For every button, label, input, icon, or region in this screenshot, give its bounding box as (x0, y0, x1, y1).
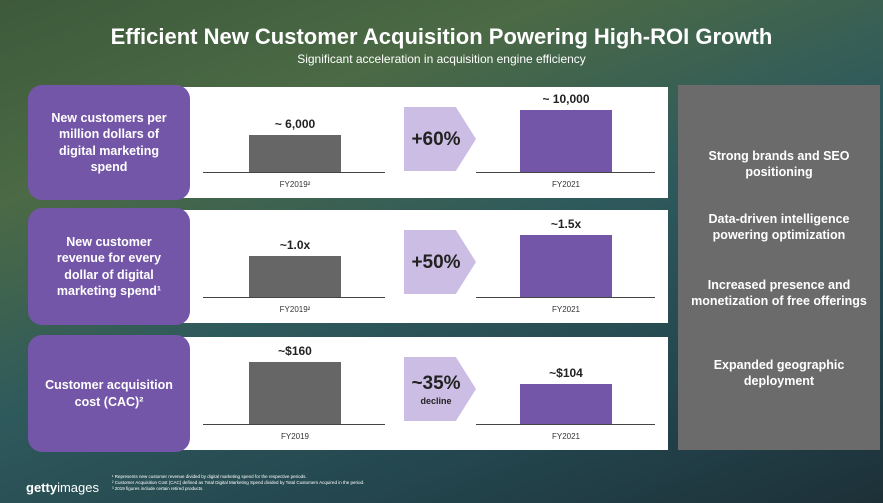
bar (249, 135, 341, 172)
slide: Efficient New Customer Acquisition Power… (0, 0, 883, 503)
slide-title: Efficient New Customer Acquisition Power… (0, 24, 883, 50)
value-label: ~1.0x (235, 238, 355, 252)
bar (249, 362, 341, 424)
change-label: +50% (400, 252, 472, 274)
drivers-panel (678, 85, 880, 450)
bar (520, 235, 612, 297)
baseline (203, 172, 385, 173)
slide-subtitle: Significant acceleration in acquisition … (0, 52, 883, 66)
bar (520, 110, 612, 172)
value-label: ~ 10,000 (506, 92, 626, 106)
bar (520, 384, 612, 424)
chart-title: New customers per million dollars of dig… (28, 85, 190, 200)
value-label: ~1.5x (506, 217, 626, 231)
chart-title: Customer acquisition cost (CAC)² (28, 335, 190, 452)
change-note: decline (400, 396, 472, 406)
baseline (476, 297, 655, 298)
value-label: ~ 6,000 (235, 117, 355, 131)
category-label: FY2021 (506, 180, 626, 189)
footnote: ³ 2019 figures include certain retired p… (112, 486, 364, 492)
category-label: FY2019² (235, 180, 355, 189)
driver-text: Strong brands and SEO positioning (690, 148, 868, 181)
logo-bold: getty (26, 480, 57, 495)
driver-text: Increased presence and monetization of f… (690, 277, 868, 310)
category-label: FY2019 (235, 432, 355, 441)
driver-text: Expanded geographic deployment (690, 357, 868, 390)
category-label: FY2021 (506, 432, 626, 441)
bar (249, 256, 341, 297)
change-label: +60% (400, 129, 472, 151)
baseline (203, 424, 385, 425)
chart-title: New customer revenue for every dollar of… (28, 208, 190, 325)
baseline (203, 297, 385, 298)
category-label: FY2019² (235, 305, 355, 314)
value-label: ~$160 (235, 344, 355, 358)
logo-light: images (57, 480, 99, 495)
change-label: ~35% (400, 373, 472, 395)
footnotes: ¹ Represents new customer revenue divide… (112, 474, 364, 492)
baseline (476, 424, 655, 425)
logo: gettyimages (26, 480, 99, 495)
baseline (476, 172, 655, 173)
driver-text: Data-driven intelligence powering optimi… (690, 211, 868, 244)
category-label: FY2021 (506, 305, 626, 314)
value-label: ~$104 (506, 366, 626, 380)
